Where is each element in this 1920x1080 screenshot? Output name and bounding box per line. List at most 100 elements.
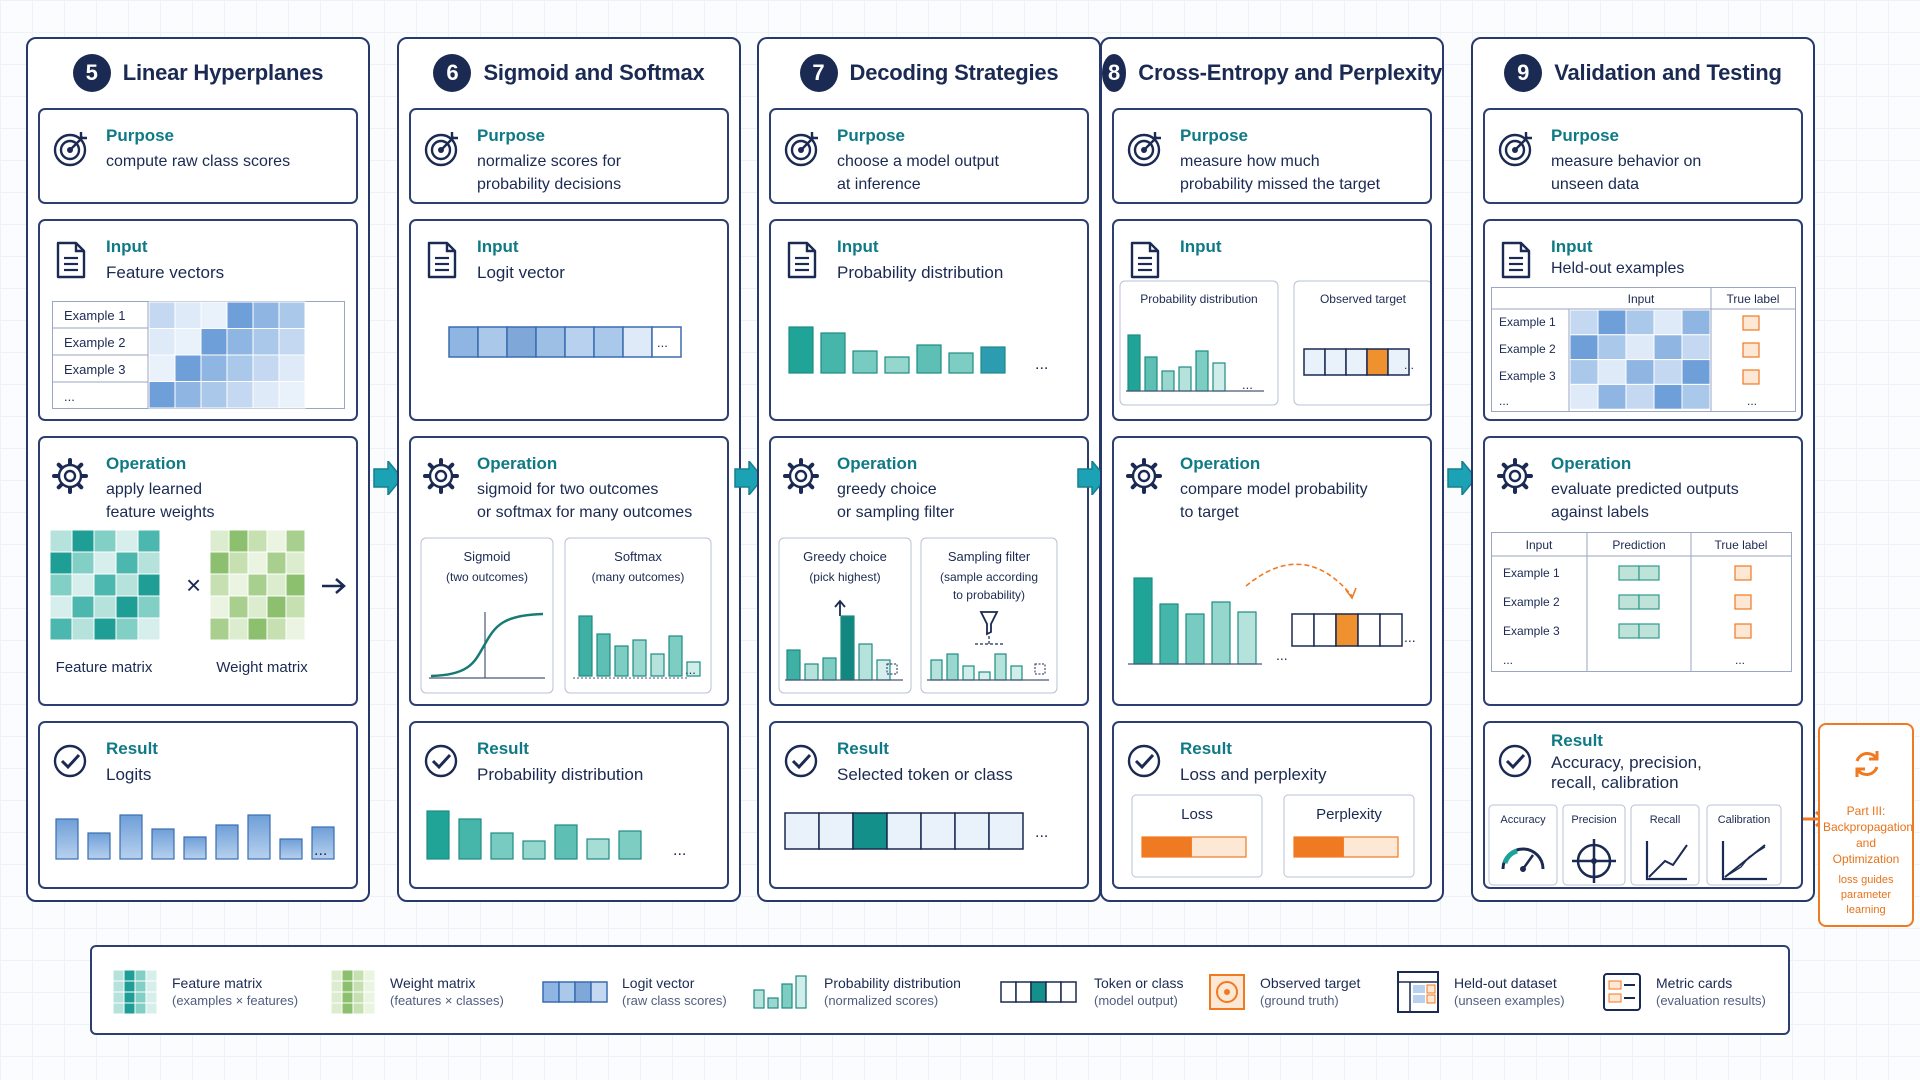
prediction-cell <box>1638 594 1660 610</box>
logit-bar <box>87 832 111 860</box>
legend-sub: (evaluation results) <box>1656 993 1766 1008</box>
probability-bar <box>522 840 546 860</box>
feature-cell <box>226 381 254 409</box>
row-label: Example 2 <box>1499 342 1556 356</box>
true-label-cell <box>1734 594 1752 610</box>
matrix-cell <box>137 595 161 619</box>
column-title: Linear Hyperplanes <box>122 60 324 85</box>
row-label: Example 1 <box>1503 566 1560 580</box>
feature-cell <box>174 381 202 409</box>
feature-cell <box>278 381 306 409</box>
operation-text: evaluate predicted outputs against label… <box>1551 481 1739 521</box>
probability-bar <box>820 332 846 374</box>
purpose-text: measure behavior on unseen data <box>1551 153 1702 193</box>
legend-cell <box>145 969 158 982</box>
feature-cell <box>252 301 280 329</box>
input-cell <box>1597 309 1627 336</box>
legend-cell <box>1030 981 1047 1003</box>
purpose-card: Purpose measure behavior on unseen data <box>1483 108 1803 204</box>
matrix-cell <box>115 595 139 619</box>
column-header: 6 Sigmoid and Softmax <box>399 49 739 97</box>
probability-bar <box>490 832 514 860</box>
weight-matrix-caption: Weight matrix <box>216 659 308 676</box>
matrix-cell <box>93 595 117 619</box>
token-cell <box>886 812 922 850</box>
result-text: Probability distribution <box>477 765 644 784</box>
logit-bar <box>247 814 271 860</box>
perplexity-label: Perplexity <box>1316 806 1382 823</box>
input-label: Input <box>1551 237 1593 256</box>
matrix-cell <box>266 530 287 553</box>
dataset-icon <box>1397 971 1439 1013</box>
legend-bar <box>753 989 765 1009</box>
greedy-subtitle: (pick highest) <box>809 570 880 584</box>
input-cell <box>1569 334 1599 361</box>
logits-bars: ... <box>55 814 335 860</box>
legend-name: Observed target <box>1260 975 1361 991</box>
matrix-cell <box>50 573 73 597</box>
input-card: Input Probability distribution ... <box>769 219 1089 421</box>
input-cell <box>1681 334 1711 361</box>
input-cell <box>1681 359 1711 385</box>
feature-cell <box>174 301 202 329</box>
operation-card: Operation compare model probability to t… <box>1112 436 1432 706</box>
gear-icon <box>1126 458 1162 494</box>
input-text: Held-out examples <box>1551 260 1685 277</box>
legend-sub: (ground truth) <box>1260 993 1339 1008</box>
matrix-cell <box>137 573 161 597</box>
calibration-curve-icon <box>1721 841 1767 881</box>
legend-cell <box>134 969 147 982</box>
step-number-badge: 5 <box>72 54 111 92</box>
check-circle-icon <box>784 744 818 778</box>
input-cell <box>1625 383 1655 410</box>
matrix-cell <box>71 530 95 553</box>
matrix-cell <box>228 530 249 553</box>
matrix-cell <box>266 595 287 619</box>
legend-bar <box>767 997 779 1009</box>
logit-vector-strip: ... <box>448 326 682 358</box>
legend-bar <box>781 983 793 1009</box>
column-title: Validation and Testing <box>1554 60 1782 85</box>
logit-cell <box>448 326 479 358</box>
gear-icon <box>423 458 459 494</box>
legend-cell <box>341 969 354 982</box>
operation-label: Operation <box>106 454 187 473</box>
probability-bar <box>948 352 974 374</box>
legend-cell <box>352 969 365 982</box>
legend-cell <box>145 991 158 1004</box>
input-cell <box>1681 383 1711 410</box>
perplexity-bar-fill <box>1294 837 1344 857</box>
arrow-head-icon <box>1345 587 1357 600</box>
matrix-cell <box>115 573 139 597</box>
row-label: Example 2 <box>64 335 125 350</box>
compare-illustration: ... ... <box>1128 563 1416 665</box>
ellipsis: ... <box>1404 629 1416 645</box>
ellipsis: ... <box>314 842 327 859</box>
legend-cell <box>1060 981 1077 1003</box>
result-label: Result <box>477 739 529 758</box>
row-label: Example 1 <box>1499 315 1556 329</box>
logit-vector-icon <box>542 981 608 1003</box>
arrow-up-icon <box>834 599 846 616</box>
loss-label: Loss <box>1181 806 1213 823</box>
column-header: 7 Decoding Strategies <box>759 49 1099 97</box>
matrix-cell <box>71 595 95 619</box>
check-circle-icon <box>53 744 87 778</box>
prediction-cell <box>1638 565 1660 581</box>
feature-cell <box>278 301 306 329</box>
operation-text: sigmoid for two outcomes or softmax for … <box>477 481 693 521</box>
result-card: Result Accuracy, precision, recall, cali… <box>1483 721 1803 889</box>
legend-cell <box>1000 981 1017 1003</box>
held-out-table: Input True label Example 1 Example 2 Exa… <box>1491 287 1796 412</box>
metric-calibration-label: Calibration <box>1718 814 1771 826</box>
side-note-text: loss guides parameter learning <box>1838 874 1894 916</box>
input-cell <box>1597 334 1627 361</box>
probability-bar <box>1161 370 1175 392</box>
gear-icon <box>1497 458 1533 494</box>
check-circle-icon <box>1498 744 1532 778</box>
legend: Feature matrix (examples × features) Weig… <box>90 945 1790 1035</box>
input-cell <box>1653 359 1683 385</box>
ellipsis: ... <box>1747 394 1757 408</box>
pipeline-stage: 5 Linear Hyperplanes Purpose compute raw… <box>26 37 1827 902</box>
input-cell <box>1569 309 1599 336</box>
